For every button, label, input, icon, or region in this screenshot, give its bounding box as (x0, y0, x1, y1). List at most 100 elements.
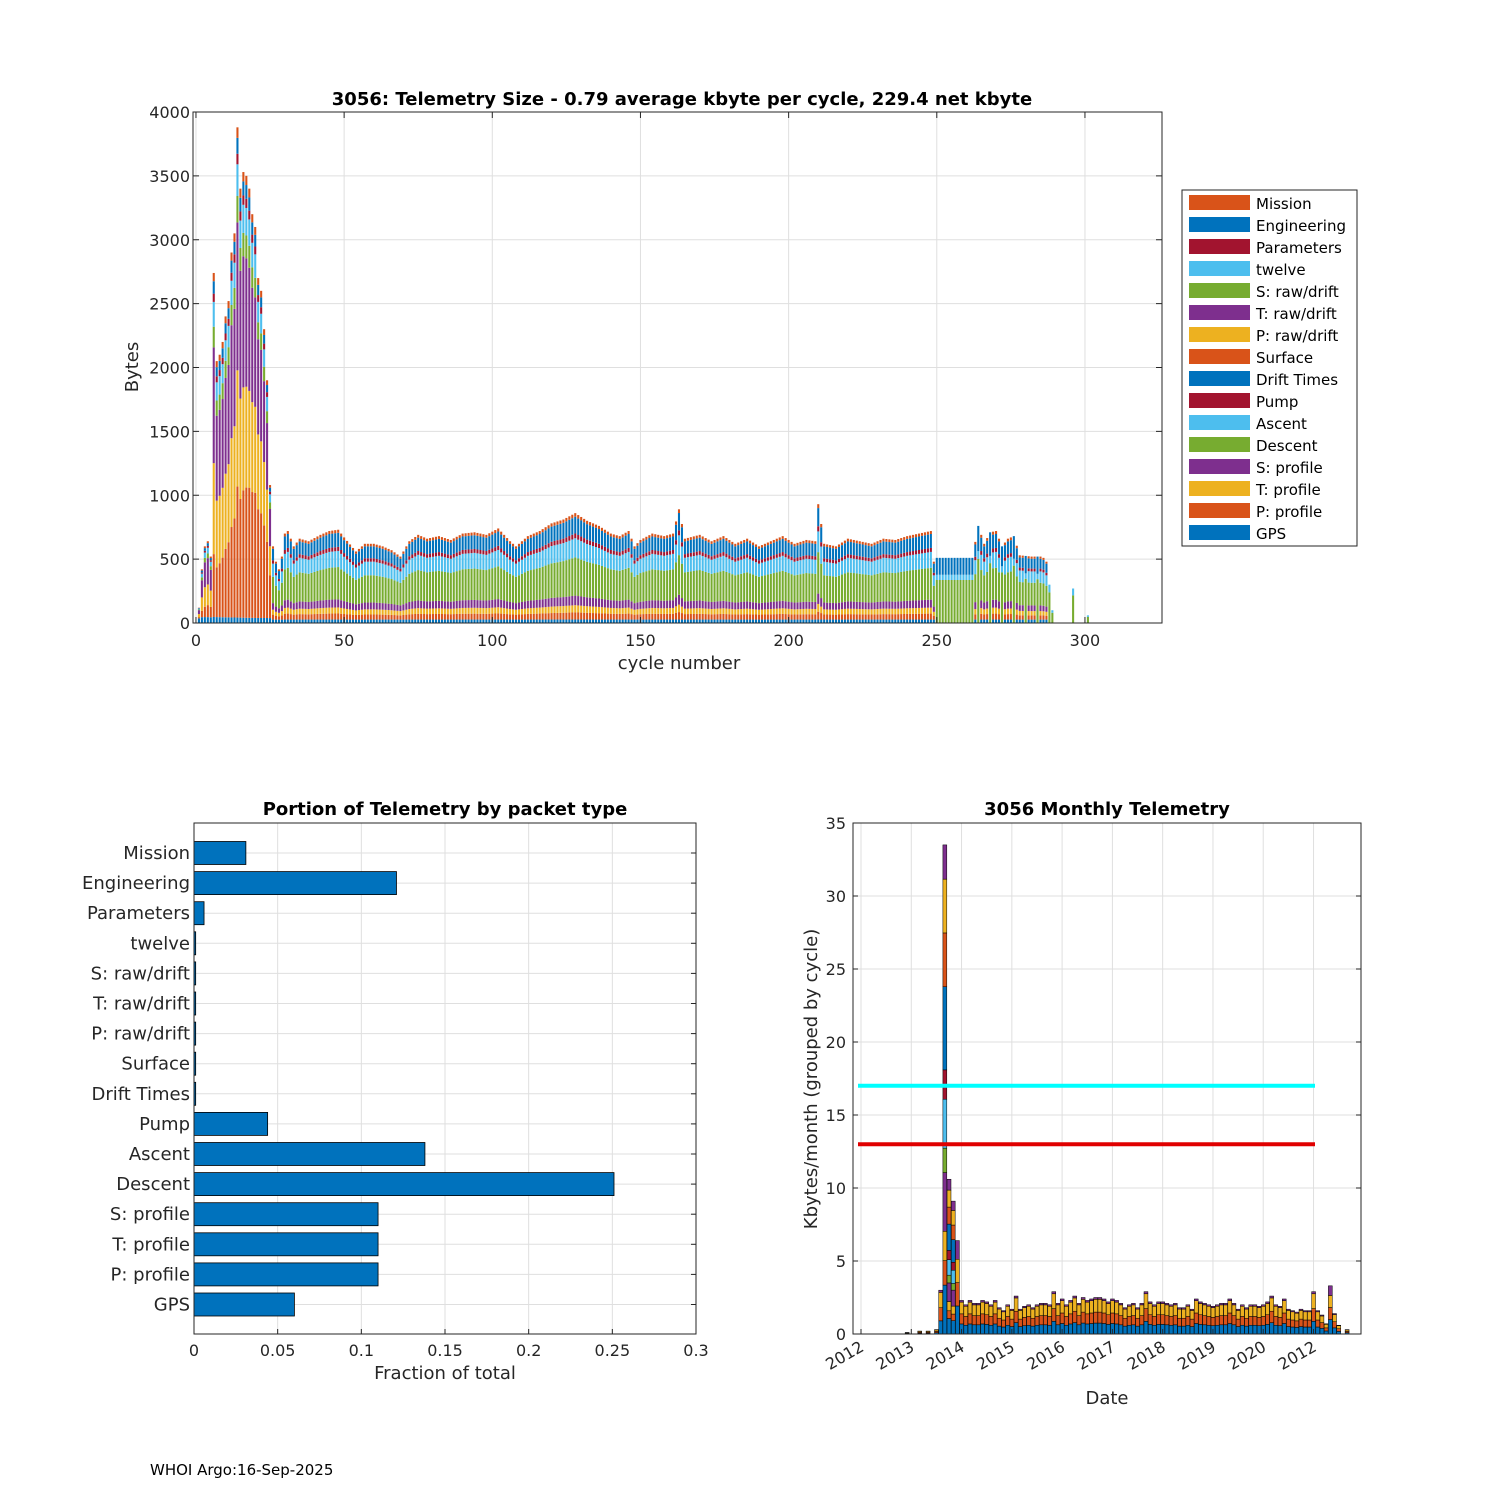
c1-bar-segment (434, 539, 438, 553)
c3-bar-segment (1164, 1303, 1170, 1306)
c2-bar (193, 1292, 295, 1317)
c1-bar-segment (769, 541, 772, 544)
c1-bar-segment (953, 574, 956, 580)
c1-bar-segment (740, 556, 743, 560)
c1-bar-segment (479, 549, 482, 554)
c1-bar-segment (615, 555, 618, 571)
c1-bar-segment (313, 608, 316, 615)
c1-bar-segment (627, 567, 630, 600)
c1-bar-segment (870, 614, 873, 620)
c1-bar-segment (476, 532, 479, 536)
c1-bar-segment (1086, 615, 1089, 617)
c1-bar-segment (431, 556, 435, 572)
c1-bar-segment (932, 575, 935, 586)
c1-bar-segment (577, 535, 580, 540)
c1-bar-segment (760, 602, 763, 610)
c1-bar-segment (837, 575, 841, 603)
c1-bar-segment (215, 567, 218, 618)
c3-bar-segment (1055, 1315, 1061, 1326)
c1-bar-segment (743, 542, 746, 556)
c1-bar-segment (840, 545, 844, 558)
c1-bar-segment (215, 400, 218, 416)
c1-bar-segment (414, 556, 417, 572)
c1-bar-segment (829, 562, 832, 577)
c1-bar-segment (449, 614, 452, 620)
c1-bar-segment (734, 614, 737, 620)
c3-bar-segment (1177, 1308, 1182, 1319)
c1-bar-segment (485, 554, 488, 571)
c1-bar-segment (215, 382, 218, 401)
c1-bar-segment (458, 619, 461, 623)
c1-bar-segment (399, 605, 402, 612)
c1-bar-segment (669, 608, 672, 614)
c1-bar-segment (589, 619, 592, 623)
c1-bar-segment (627, 613, 630, 620)
c1-bar-segment (651, 600, 654, 608)
c1-ytick-label: 2500 (149, 295, 190, 314)
c1-bar-segment (624, 619, 627, 623)
c1-bar-segment (292, 603, 295, 610)
c1-bar-segment (1009, 537, 1012, 541)
c1-bar-segment (257, 434, 260, 510)
c1-bar-segment (929, 547, 932, 552)
c1-bar-segment (479, 619, 482, 623)
c3-xtick-label: 2016 (1023, 1337, 1068, 1374)
c3-bar-segment (1110, 1312, 1115, 1324)
c3-bar-segment (1294, 1327, 1300, 1335)
c1-bar-segment (580, 516, 583, 521)
c1-bar-segment (793, 602, 796, 610)
c1-bar-segment (624, 613, 627, 620)
c1-bar-segment (378, 576, 381, 603)
c1-bar-segment (369, 558, 372, 562)
c1-bar-segment (772, 619, 775, 623)
c1-bar-segment (568, 516, 571, 520)
c1-bar-segment (1045, 585, 1048, 607)
c1-bar-segment (526, 600, 529, 609)
c1-bar-segment (532, 607, 535, 614)
c3-bar-segment (1164, 1304, 1170, 1316)
c1-bar-segment (1039, 568, 1042, 572)
c3-bar-segment (988, 1324, 994, 1335)
c1-bar-segment (980, 534, 983, 538)
c1-bar-segment (283, 607, 286, 614)
c1-bar-segment (556, 544, 559, 563)
c3-bar-segment (1156, 1324, 1161, 1335)
c1-bar-segment (500, 599, 503, 608)
c1-bar-segment (369, 546, 372, 559)
c1-bar-segment (743, 539, 746, 543)
c1-bar-segment (221, 348, 224, 358)
c3-bar-segment (1294, 1312, 1300, 1322)
c1-bar-segment (992, 607, 995, 614)
c1-bar-segment (674, 524, 678, 541)
c1-bar-segment (974, 560, 977, 575)
c1-bar-segment (375, 558, 378, 563)
c1-bar-segment (855, 573, 858, 602)
c3-bar-segment (1332, 1314, 1337, 1322)
c1-bar-segment (538, 613, 541, 620)
c1-bar-segment (488, 569, 491, 601)
c1-bar-segment (520, 619, 523, 623)
c1-bar-segment (1009, 571, 1012, 602)
c1-bar-segment (870, 546, 873, 559)
c1-bar-segment (823, 602, 826, 610)
c1-bar-segment (603, 599, 606, 608)
c1-bar-segment (683, 572, 686, 602)
c1-bar-segment (1039, 571, 1042, 583)
c1-bar-segment (829, 619, 832, 623)
c1-bar-segment (926, 552, 929, 569)
c3-bar-segment (946, 1318, 952, 1335)
c1-bar-segment (411, 601, 414, 609)
c1-bar-segment (523, 538, 526, 542)
c1-bar-segment (837, 546, 841, 559)
c1-bar-segment (532, 600, 535, 608)
c3-bar-segment (946, 1206, 952, 1225)
c3-bar-segment (1307, 1311, 1312, 1321)
c1-bar-segment (215, 361, 218, 368)
c1-bar-segment (814, 556, 817, 560)
c1-bar-segment (594, 606, 598, 614)
c1-bar-segment (420, 552, 423, 556)
c1-bar-segment (926, 531, 929, 535)
c1-bar-segment (248, 245, 251, 268)
c1-bar-segment (686, 608, 689, 615)
c1-bar-segment (651, 536, 654, 550)
